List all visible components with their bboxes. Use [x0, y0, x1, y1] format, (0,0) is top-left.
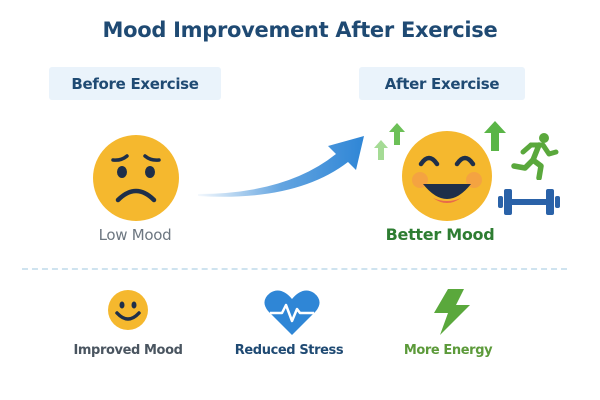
smiley-icon — [107, 289, 149, 331]
sad-face-icon — [92, 134, 180, 222]
better-mood-label: Better Mood — [385, 225, 495, 244]
heartbeat-icon — [264, 289, 320, 335]
page-title: Mood Improvement After Exercise — [102, 18, 498, 42]
happy-face-icon — [401, 130, 493, 222]
before-exercise-header: Before Exercise — [49, 67, 221, 100]
low-mood-label: Low Mood — [98, 226, 172, 244]
after-exercise-header: After Exercise — [359, 67, 525, 100]
up-arrow-icon — [389, 123, 405, 145]
up-arrow-icon — [484, 121, 506, 151]
benefit-label-more-energy: More Energy — [403, 343, 493, 358]
running-person-icon — [511, 132, 559, 180]
lightning-icon — [432, 289, 472, 335]
divider — [22, 268, 567, 270]
benefit-label-improved-mood: Improved Mood — [73, 343, 183, 358]
dumbbell-icon — [498, 188, 560, 216]
curved-arrow-icon — [196, 130, 371, 200]
up-arrow-icon — [374, 140, 388, 160]
benefit-label-reduced-stress: Reduced Stress — [234, 343, 344, 358]
